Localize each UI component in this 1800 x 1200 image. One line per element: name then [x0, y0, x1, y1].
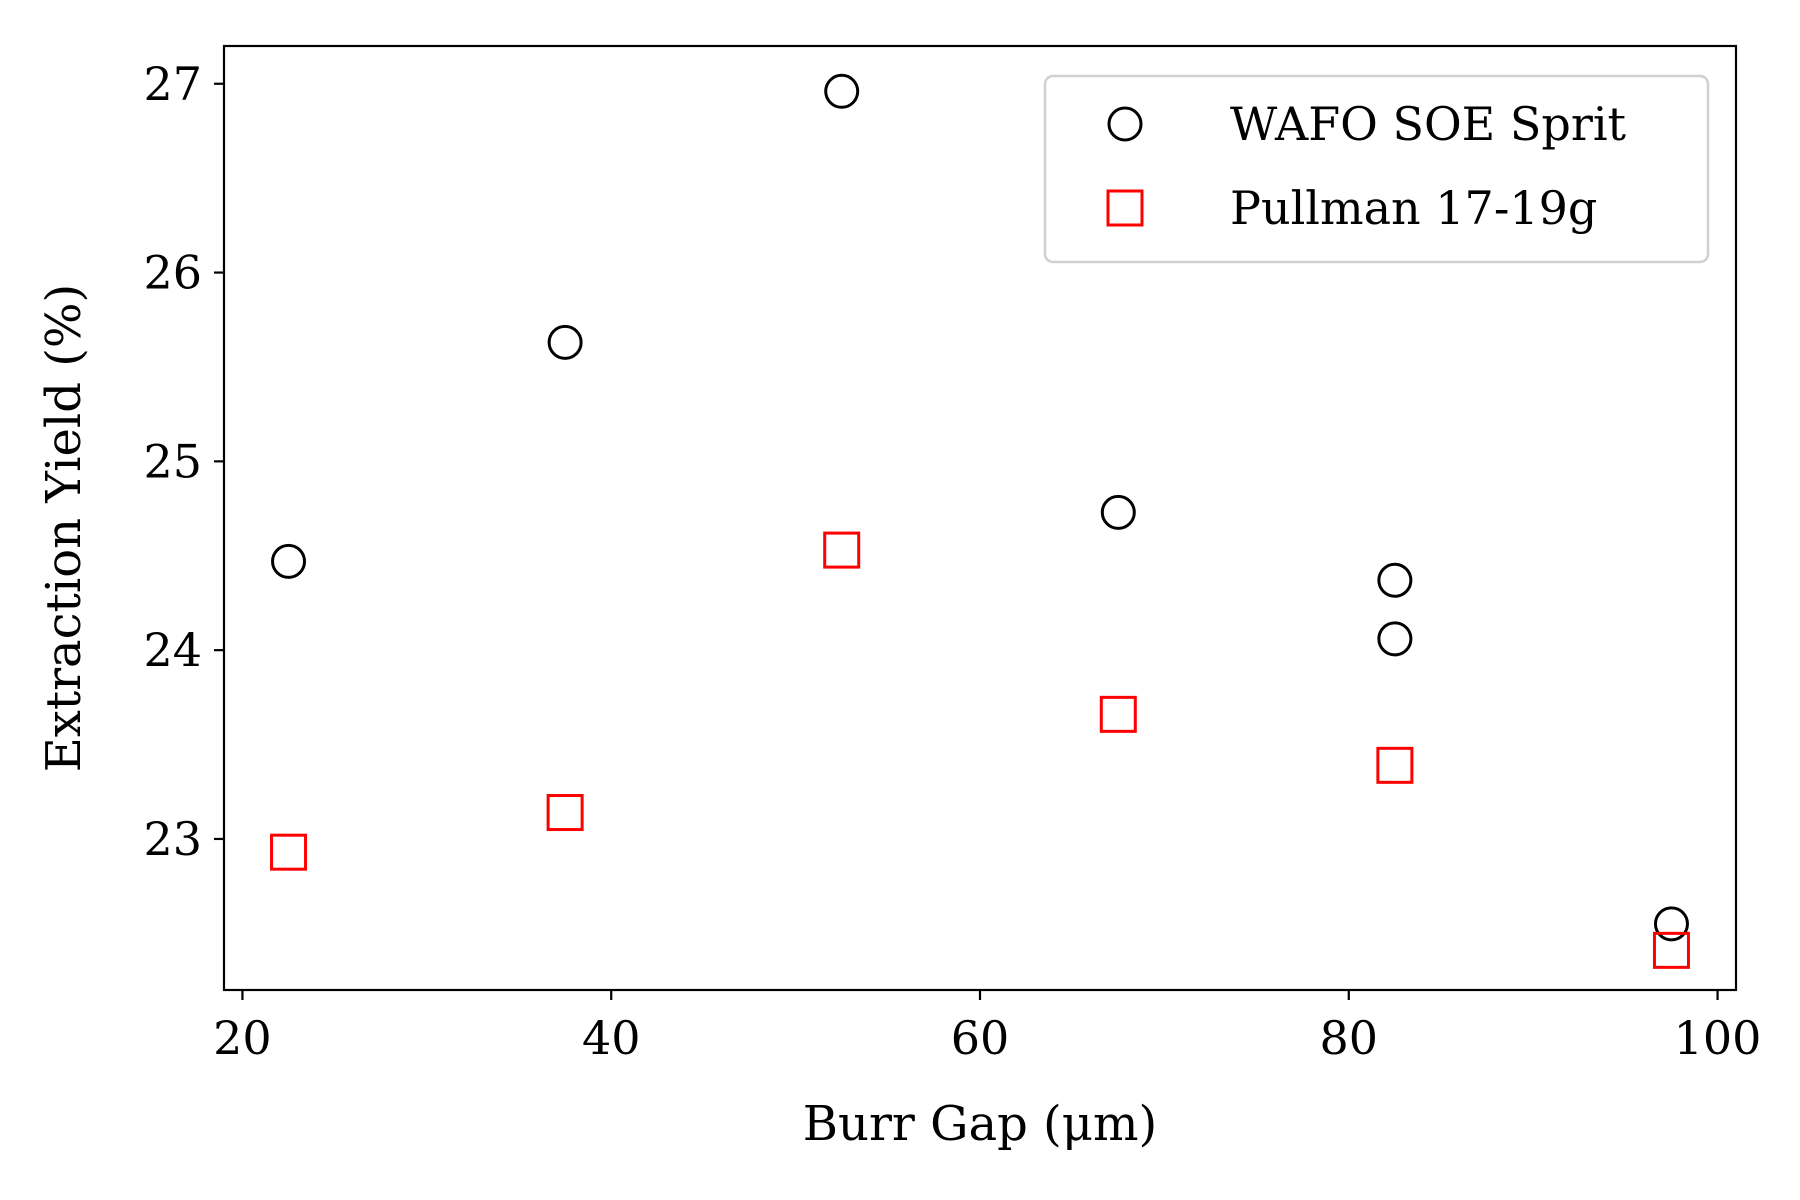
- legend-square-marker: [1106, 189, 1144, 227]
- x-tick-label: 40: [582, 1011, 641, 1065]
- data-point-circle: [1653, 906, 1689, 942]
- data-point-circle: [1100, 494, 1136, 530]
- data-point-circle: [1377, 621, 1413, 657]
- legend-entry-label: Pullman 17-19g: [1230, 181, 1597, 235]
- data-point-square: [1099, 695, 1137, 733]
- data-point-square: [1376, 746, 1414, 784]
- data-point-circle: [271, 543, 307, 579]
- legend-circle-marker: [1107, 106, 1143, 142]
- plot-frame: [222, 44, 1738, 992]
- x-tick-label: 80: [1320, 1011, 1379, 1065]
- data-point-square: [823, 531, 861, 569]
- data-point-square: [546, 794, 584, 832]
- y-tick-label: 26: [143, 246, 202, 300]
- x-tick-label: 100: [1674, 1011, 1762, 1065]
- y-tick-label: 24: [143, 623, 202, 677]
- data-point-circle: [1377, 562, 1413, 598]
- legend-entry-label: WAFO SOE Sprit: [1230, 97, 1627, 151]
- y-tick-label: 25: [143, 434, 202, 488]
- axis-ticks: 20 40 60 80 100 23 24 25 26 27: [143, 57, 1761, 1065]
- x-tick-label: 60: [951, 1011, 1010, 1065]
- x-tick-label: 20: [213, 1011, 272, 1065]
- data-point-circle: [824, 73, 860, 109]
- legend: WAFO SOE Sprit Pullman 17-19g: [1043, 74, 1710, 264]
- data-points: [270, 73, 1690, 969]
- data-point-circle: [547, 324, 583, 360]
- y-tick-label: 23: [143, 812, 202, 866]
- x-axis-label: Burr Gap (μm): [803, 1096, 1157, 1152]
- data-point-square: [1652, 931, 1690, 969]
- data-point-square: [270, 833, 308, 871]
- y-tick-label: 27: [143, 57, 202, 111]
- legend-frame: [1043, 74, 1710, 264]
- y-axis-label: Extraction Yield (%): [36, 284, 92, 773]
